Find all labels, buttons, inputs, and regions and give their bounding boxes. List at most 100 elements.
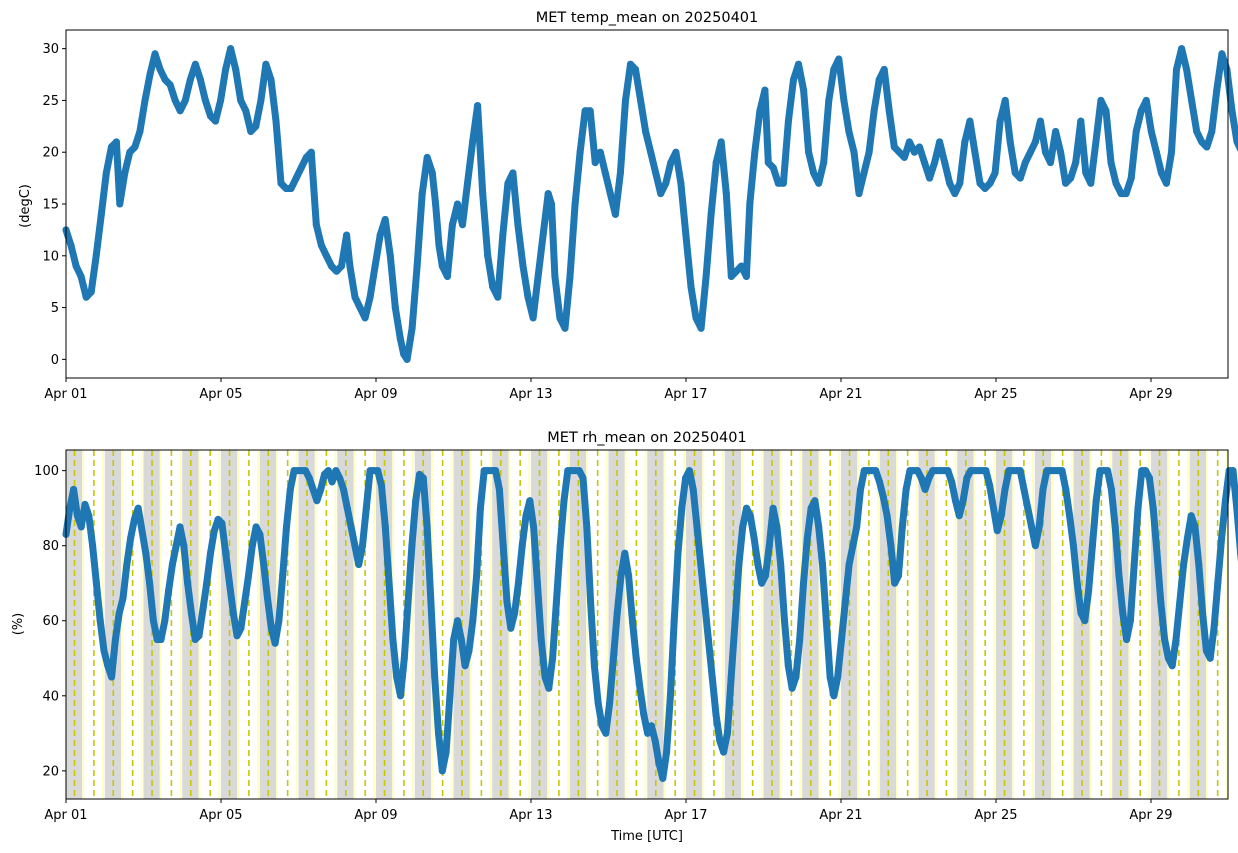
data-point (1039, 485, 1047, 493)
shading-band (624, 450, 627, 799)
data-point (746, 512, 754, 520)
data-point (1132, 128, 1140, 135)
shading-band (334, 450, 337, 799)
data-point (302, 153, 310, 161)
data-point (1115, 572, 1123, 580)
data-point (146, 579, 154, 587)
data-point (754, 561, 762, 568)
data-point (96, 617, 104, 625)
data-point (386, 252, 394, 260)
data-point (781, 617, 788, 625)
y-tick-label: 0 (51, 353, 59, 368)
data-point (454, 200, 461, 208)
data-point (123, 561, 131, 568)
data-point (1026, 148, 1034, 156)
data-point (682, 231, 690, 239)
shading-band (179, 450, 182, 799)
data-point (860, 169, 868, 177)
data-point (625, 572, 633, 580)
data-point (751, 148, 759, 156)
data-point (252, 122, 260, 130)
data-point (952, 497, 959, 505)
y-tick-label: 80 (42, 539, 59, 554)
data-point (1057, 148, 1065, 156)
data-point (514, 221, 522, 229)
data-point (362, 504, 370, 512)
temperature-chart-title: MET temp_mean on 20250401 (536, 10, 759, 26)
data-point (792, 673, 800, 681)
data-point (611, 210, 619, 218)
data-point (784, 117, 792, 125)
data-point (419, 474, 427, 482)
data-point (166, 81, 174, 89)
data-point (986, 482, 994, 490)
data-point (351, 542, 359, 550)
y-tick-label: 100 (34, 464, 59, 479)
x-tick-label: Apr 29 (1129, 387, 1172, 402)
data-point (136, 128, 144, 135)
data-point (758, 579, 766, 587)
shading-band (722, 450, 724, 799)
data-point (1028, 523, 1036, 531)
data-point (489, 283, 497, 291)
data-point (534, 273, 542, 280)
data-point (659, 774, 667, 782)
data-point (815, 179, 823, 187)
data-point (518, 542, 526, 550)
data-point (176, 107, 184, 115)
data-point (693, 523, 701, 531)
data-point (267, 76, 275, 84)
data-point (583, 523, 591, 531)
data-point (156, 65, 164, 73)
data-point (226, 579, 233, 587)
data-point (1137, 107, 1145, 115)
data-point (1092, 138, 1100, 146)
data-point (926, 174, 934, 182)
data-point (355, 561, 363, 568)
data-point (307, 148, 315, 156)
data-point (566, 273, 574, 280)
data-point (324, 467, 332, 475)
data-point (704, 636, 712, 643)
data-point (1062, 485, 1070, 493)
data-point (898, 523, 906, 531)
data-point (495, 485, 503, 493)
data-point (1047, 159, 1054, 167)
data-point (1229, 467, 1237, 475)
data-point (539, 231, 547, 239)
data-point (212, 117, 219, 125)
data-point (885, 107, 893, 115)
data-point (161, 617, 169, 625)
data-point (685, 467, 693, 475)
data-point (692, 314, 700, 322)
data-point (195, 632, 203, 640)
data-point (815, 523, 823, 531)
humidity-data-points (62, 467, 1238, 782)
data-point (292, 174, 300, 182)
data-point (119, 594, 127, 602)
data-point (181, 96, 189, 104)
shading-band (1167, 450, 1170, 799)
data-point (82, 293, 90, 301)
data-point (1157, 598, 1165, 606)
data-point (552, 598, 560, 606)
data-point (1001, 96, 1009, 104)
data-point (765, 542, 773, 550)
data-point (469, 138, 477, 146)
data-point (529, 314, 537, 322)
shading-band (547, 450, 550, 799)
data-point (92, 579, 100, 587)
data-point (102, 169, 110, 177)
shading-band (140, 450, 143, 799)
x-tick-label: Apr 05 (199, 387, 242, 402)
data-point (432, 200, 440, 208)
data-point (657, 190, 665, 198)
data-point (951, 190, 959, 198)
y-tick-label: 10 (42, 249, 59, 264)
data-point (830, 692, 838, 700)
data-point (241, 598, 249, 606)
data-point (1173, 65, 1180, 73)
data-point (941, 159, 949, 167)
shading-band (295, 450, 298, 799)
data-point (644, 729, 652, 737)
